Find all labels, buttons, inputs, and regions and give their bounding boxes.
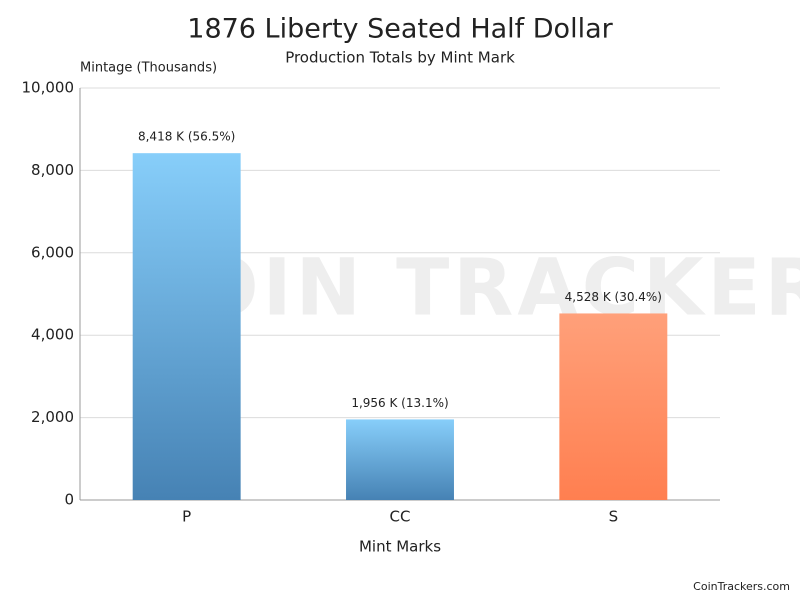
bar (346, 419, 454, 500)
y-tick-label: 6,000 (31, 243, 74, 261)
y-tick-label: 2,000 (31, 408, 74, 426)
footer: CoinTrackers.com (693, 580, 790, 593)
chart-title: 1876 Liberty Seated Half Dollar (187, 14, 613, 45)
y-tick-label: 4,000 (31, 326, 74, 344)
value-label: 4,528 K (30.4%) (565, 290, 662, 304)
y-tick-label: 10,000 (22, 79, 75, 97)
x-tick-label: S (609, 508, 619, 526)
value-label: 1,956 K (13.1%) (351, 396, 448, 410)
value-label: 8,418 K (56.5%) (138, 130, 235, 144)
y-axis-label: Mintage (Thousands) (80, 61, 217, 76)
bar (132, 153, 241, 500)
watermark: COIN TRACKERS (131, 243, 800, 333)
x-tick-label: CC (390, 508, 411, 526)
chart-subtitle: Production Totals by Mint Mark (285, 49, 515, 67)
x-axis-label: Mint Marks (359, 538, 441, 556)
bar (559, 313, 668, 500)
x-tick-label: P (182, 508, 191, 526)
y-tick-label: 8,000 (31, 161, 74, 179)
y-tick-label: 0 (64, 491, 74, 509)
